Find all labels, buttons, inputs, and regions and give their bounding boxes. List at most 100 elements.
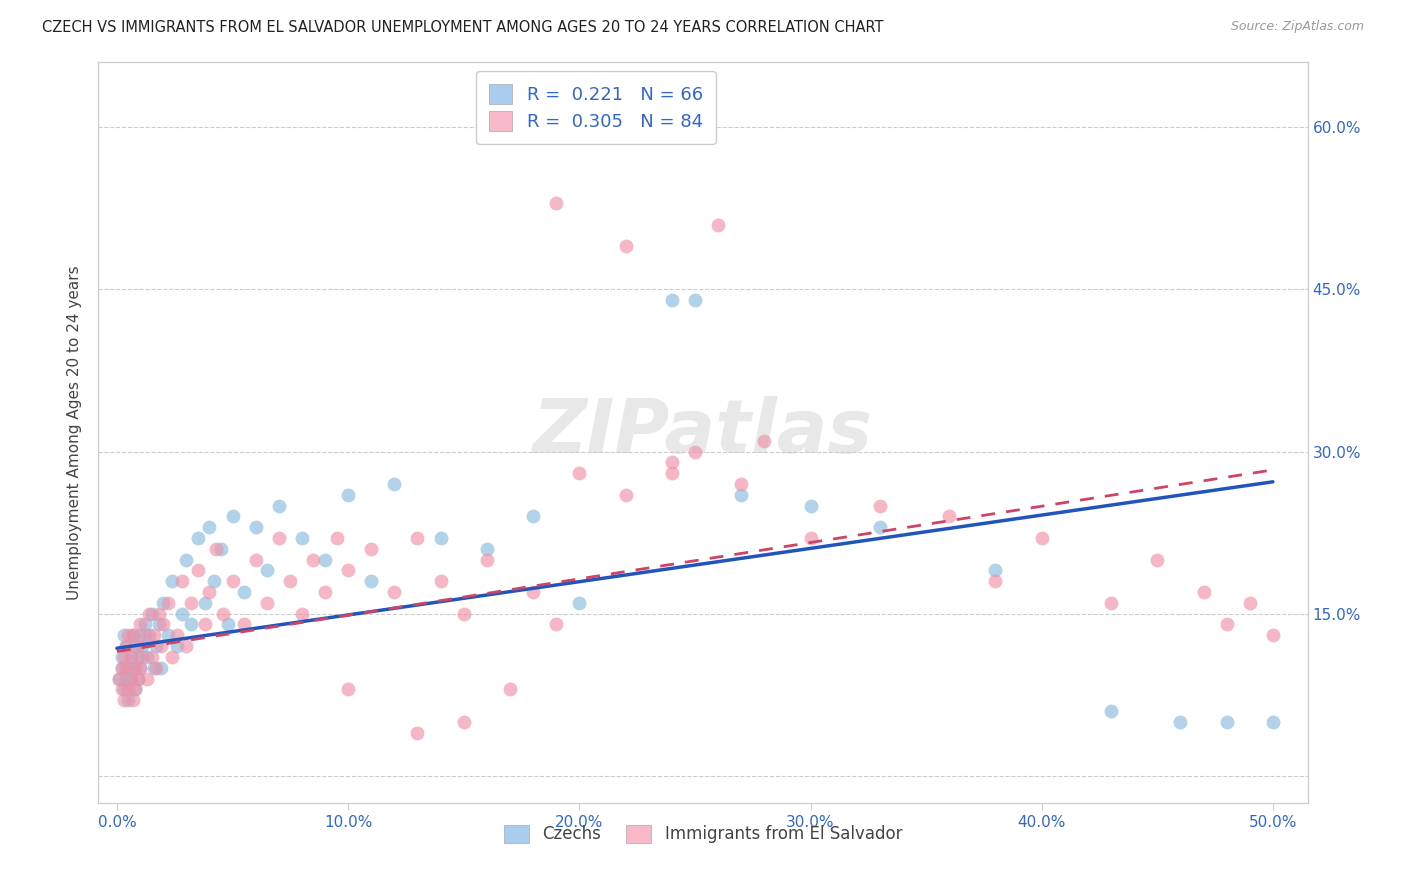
Point [162, 574, 184, 589]
Point [984, 563, 1007, 577]
Point [110, 682, 132, 697]
Point [112, 682, 135, 697]
Point [122, 661, 145, 675]
Point [256, 596, 278, 610]
Text: Source: ZipAtlas.com: Source: ZipAtlas.com [1230, 20, 1364, 33]
Point [337, 563, 360, 577]
Point [661, 466, 683, 480]
Point [115, 672, 138, 686]
Point [152, 596, 174, 610]
Point [120, 672, 142, 686]
Point [453, 607, 475, 621]
Point [314, 552, 336, 566]
Point [131, 639, 153, 653]
Point [136, 649, 159, 664]
Point [661, 455, 683, 469]
Point [1031, 531, 1053, 545]
Point [129, 628, 152, 642]
Point [202, 574, 225, 589]
Point [614, 488, 637, 502]
Point [180, 596, 202, 610]
Point [337, 682, 360, 697]
Point [1146, 552, 1168, 566]
Point [1239, 596, 1261, 610]
Point [141, 649, 163, 664]
Point [205, 541, 228, 556]
Point [156, 628, 179, 642]
Point [730, 488, 752, 502]
Point [194, 596, 217, 610]
Point [110, 661, 132, 675]
Point [267, 499, 290, 513]
Point [120, 672, 142, 686]
Point [453, 714, 475, 729]
Point [1215, 617, 1237, 632]
Y-axis label: Unemployment Among Ages 20 to 24 years: Unemployment Among Ages 20 to 24 years [67, 265, 83, 600]
Point [546, 617, 568, 632]
Point [166, 628, 188, 642]
Point [799, 531, 821, 545]
Point [142, 661, 165, 675]
Point [149, 639, 172, 653]
Point [546, 196, 568, 211]
Point [127, 649, 149, 664]
Point [148, 607, 170, 621]
Point [129, 661, 152, 675]
Point [212, 607, 235, 621]
Point [174, 552, 197, 566]
Point [187, 563, 209, 577]
Point [475, 541, 498, 556]
Point [149, 661, 172, 675]
Point [1099, 704, 1122, 718]
Point [115, 661, 138, 675]
Point [117, 682, 139, 697]
Point [127, 672, 149, 686]
Point [134, 617, 156, 632]
Legend: Czechs, Immigrants from El Salvador: Czechs, Immigrants from El Salvador [498, 818, 908, 850]
Point [110, 661, 132, 675]
Point [170, 607, 193, 621]
Point [108, 672, 131, 686]
Point [122, 628, 145, 642]
Point [198, 520, 221, 534]
Point [112, 649, 135, 664]
Point [120, 649, 142, 664]
Point [129, 661, 152, 675]
Point [134, 628, 156, 642]
Point [145, 661, 167, 675]
Point [108, 672, 131, 686]
Point [112, 693, 135, 707]
Point [142, 628, 165, 642]
Point [984, 574, 1007, 589]
Point [1261, 628, 1284, 642]
Point [198, 585, 221, 599]
Point [138, 628, 160, 642]
Point [938, 509, 960, 524]
Point [499, 682, 522, 697]
Point [522, 509, 544, 524]
Point [1261, 714, 1284, 729]
Text: ZIPatlas: ZIPatlas [533, 396, 873, 469]
Point [302, 552, 325, 566]
Point [117, 693, 139, 707]
Point [233, 585, 256, 599]
Point [112, 628, 135, 642]
Point [117, 661, 139, 675]
Point [568, 596, 591, 610]
Point [869, 499, 891, 513]
Point [614, 98, 637, 112]
Point [124, 682, 146, 697]
Point [278, 574, 301, 589]
Point [1215, 714, 1237, 729]
Point [314, 585, 336, 599]
Point [221, 574, 243, 589]
Point [120, 649, 142, 664]
Point [217, 617, 239, 632]
Point [614, 239, 637, 253]
Point [291, 607, 314, 621]
Point [117, 628, 139, 642]
Point [1170, 714, 1192, 729]
Point [148, 617, 170, 632]
Point [174, 639, 197, 653]
Point [683, 444, 706, 458]
